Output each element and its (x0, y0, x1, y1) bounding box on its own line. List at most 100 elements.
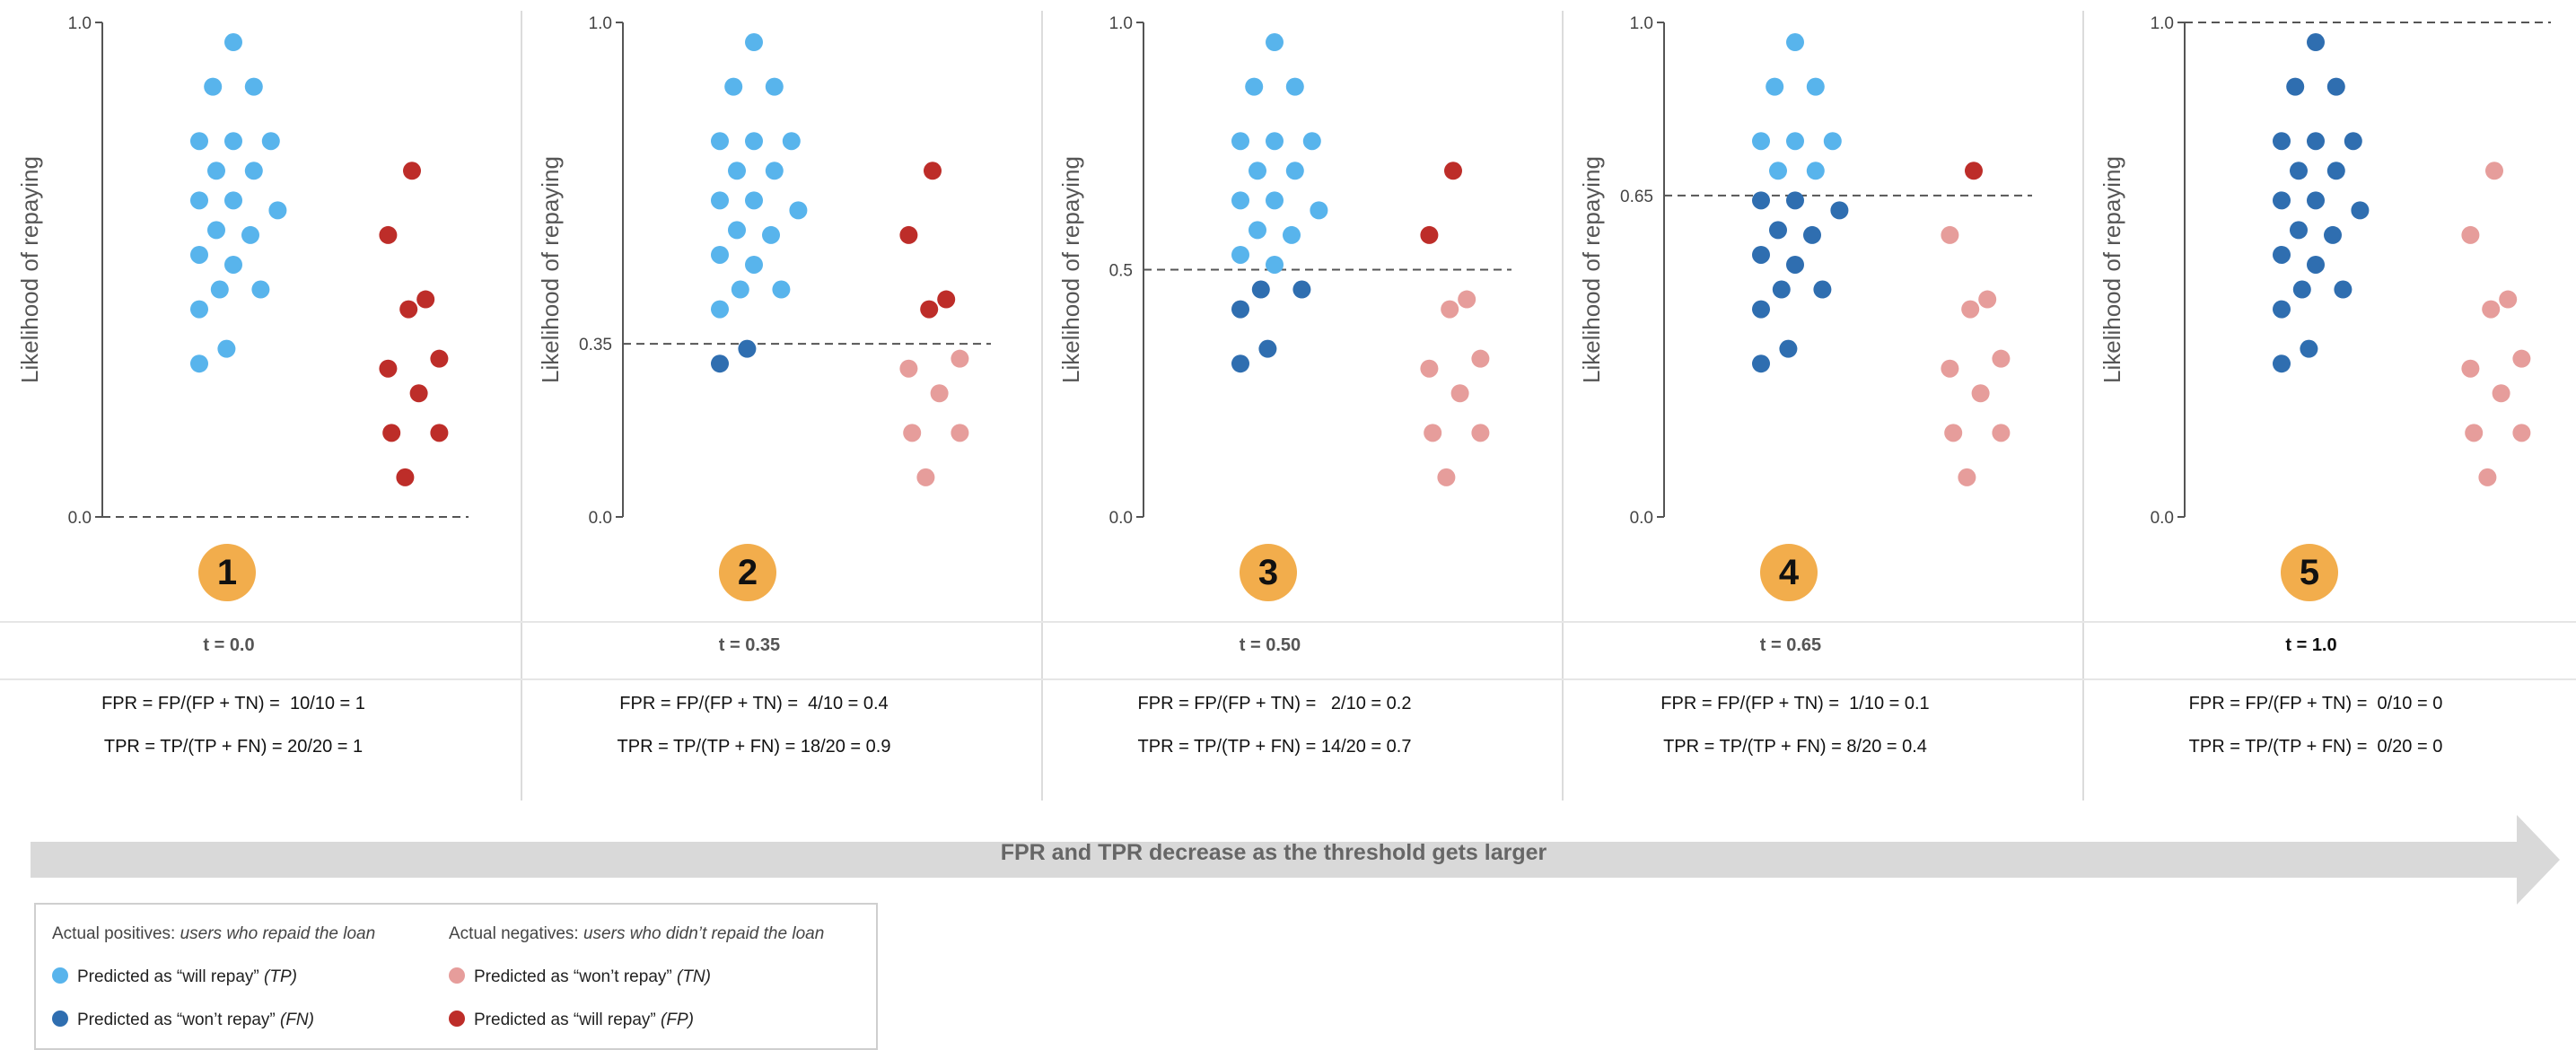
tp-point (251, 280, 270, 299)
row-separator (2082, 678, 2576, 680)
tp-point (261, 132, 280, 151)
y-tick-label: 0.0 (68, 509, 92, 528)
tn-point (2465, 424, 2484, 442)
tp-point (1245, 77, 1264, 96)
step-badge: 2 (719, 544, 776, 601)
tn-point (1992, 424, 2011, 442)
fn-point (711, 354, 729, 373)
fp-point (1420, 225, 1439, 244)
tp-point (745, 132, 763, 151)
tp-point (207, 221, 225, 240)
y-axis-label: Likelihood of repaying (16, 156, 43, 383)
tn-point (1437, 468, 1456, 486)
fp-point (379, 359, 398, 378)
fp-dot-icon (449, 1010, 465, 1027)
fn-point (1772, 280, 1791, 299)
tp-point (772, 280, 791, 299)
fn-point (2273, 191, 2291, 210)
fn-point (1231, 300, 1249, 319)
panel-3: 0.0 1.0 0.5 Likelihood of repaying 3 t = 0.50… (1041, 0, 1562, 808)
fn-point (1258, 339, 1277, 358)
fp-point (430, 349, 449, 368)
row-separator (0, 678, 521, 680)
fn-point (1251, 280, 1270, 299)
fpr-formula: FPR = FP/(FP + TN) = 10/10 = 1 (101, 694, 365, 713)
step-badge: 4 (1760, 544, 1818, 601)
tp-point (190, 191, 208, 210)
scatter-plot: 1.0 0.0 Likelihood of repaying (16, 14, 469, 528)
y-tick-label: 1.0 (2151, 14, 2174, 33)
fn-point (2307, 191, 2325, 210)
fn-point (1752, 300, 1770, 319)
fp-point (920, 300, 939, 319)
fn-point (2307, 255, 2325, 274)
fp-point (924, 162, 942, 180)
tp-point (190, 132, 208, 151)
tp-point (1766, 77, 1784, 96)
fp-point (430, 424, 449, 442)
y-axis-label: Likelihood of repaying (1057, 156, 1084, 383)
y-tick-label: 0.65 (1620, 188, 1653, 206)
fn-point (2273, 300, 2291, 319)
arrow-caption: FPR and TPR decrease as the threshold ge… (1000, 840, 1547, 865)
fp-point (1965, 162, 1983, 180)
fn-point (2273, 354, 2291, 373)
fn-point (1231, 354, 1249, 373)
tp-point (190, 300, 208, 319)
tp-point (1283, 225, 1301, 244)
tn-point (1978, 290, 1997, 309)
step-badge: 1 (198, 544, 256, 601)
tp-point (765, 162, 784, 180)
tp-point (1231, 132, 1249, 151)
tp-point (745, 33, 763, 52)
y-axis-label: Likelihood of repaying (1578, 156, 1605, 383)
y-tick-label: 0.0 (2151, 509, 2174, 528)
tn-point (1471, 424, 1490, 442)
tp-point (724, 77, 743, 96)
tn-point (2512, 424, 2531, 442)
y-axis-label: Likelihood of repaying (537, 156, 564, 383)
tp-point (207, 162, 225, 180)
tpr-formula: TPR = TP/(TP + FN) = 18/20 = 0.9 (617, 737, 891, 757)
y-tick-label: 0.5 (1109, 262, 1133, 281)
tn-point (1958, 468, 1976, 486)
tn-point (916, 468, 935, 486)
tp-point (244, 77, 263, 96)
fp-point (396, 468, 415, 486)
tp-point (782, 132, 801, 151)
fn-point (1769, 221, 1787, 240)
tp-point (224, 33, 242, 52)
tn-point (1971, 384, 1990, 403)
fn-point (2290, 221, 2308, 240)
row-separator (1562, 678, 2082, 680)
tn-point (2461, 225, 2480, 244)
tn-point (930, 384, 949, 403)
tp-point (1231, 191, 1249, 210)
tn-point (2492, 384, 2510, 403)
tn-point (2461, 359, 2480, 378)
fn-point (1786, 191, 1804, 210)
fn-point (1292, 280, 1311, 299)
fpr-formula: FPR = FP/(FP + TN) = 0/10 = 0 (2188, 694, 2443, 713)
fp-point (416, 290, 435, 309)
arrow-shape (31, 815, 2560, 905)
step-badge: 5 (2281, 544, 2338, 601)
scatter-plot: 0.0 1.0 0.65 Likelihood of repaying (1578, 14, 2032, 528)
tp-point (241, 225, 259, 244)
tp-point (1806, 77, 1825, 96)
tn-point (2482, 300, 2501, 319)
row-separator (2082, 621, 2576, 623)
tn-point (1458, 290, 1476, 309)
y-tick-label: 1.0 (1109, 14, 1133, 33)
fn-point (2351, 201, 2370, 220)
fn-point (738, 339, 757, 358)
tp-point (1285, 162, 1304, 180)
fn-point (1830, 201, 1849, 220)
legend: Actual positives: users who repaid the l… (34, 903, 878, 1050)
panel-divider (1562, 11, 1564, 801)
tp-point (1823, 132, 1842, 151)
tp-point (765, 77, 784, 96)
tp-point (217, 339, 236, 358)
tn-point (1441, 300, 1459, 319)
fn-point (1786, 255, 1804, 274)
